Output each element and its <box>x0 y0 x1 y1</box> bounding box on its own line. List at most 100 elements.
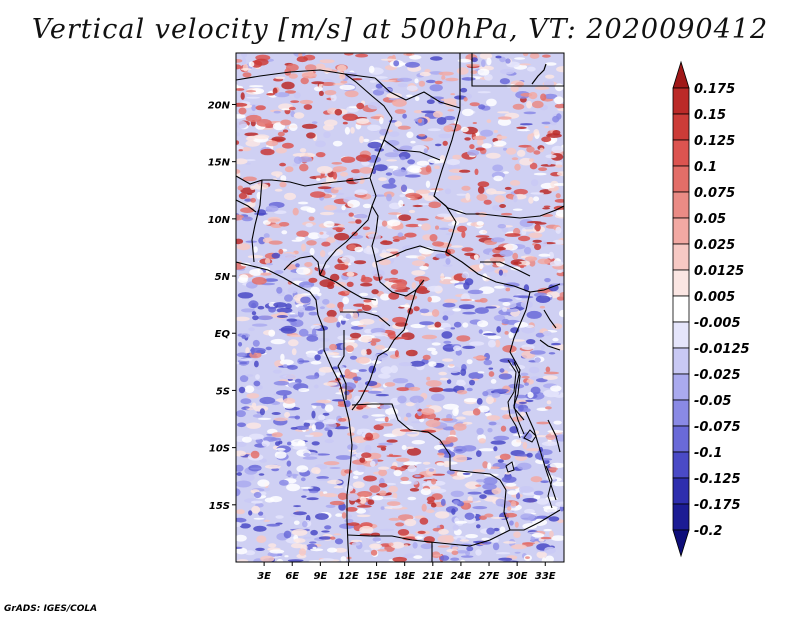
field-cell <box>362 203 372 209</box>
border <box>283 255 321 276</box>
field-cell <box>405 61 420 68</box>
border <box>480 261 531 277</box>
field-cell <box>505 58 511 64</box>
field-cell <box>505 482 517 487</box>
field-cell <box>367 402 381 408</box>
field-cell <box>462 345 476 349</box>
field-cell <box>396 77 413 82</box>
field-cell <box>359 533 373 536</box>
field-cell <box>304 434 314 438</box>
field-cell <box>510 500 517 507</box>
field-cell <box>355 53 369 58</box>
field-cell <box>543 205 551 208</box>
field-cell <box>486 527 495 535</box>
field-cell <box>527 392 534 399</box>
field-cell <box>483 477 498 486</box>
colorbar-label: -0.125 <box>694 472 741 487</box>
field-cell <box>545 74 555 79</box>
field-cell <box>485 152 501 159</box>
field-cell <box>553 420 562 425</box>
field-cell <box>476 193 488 201</box>
field-cell <box>285 473 299 477</box>
field-cell <box>462 421 473 425</box>
field-cell <box>379 116 384 125</box>
field-cell <box>276 390 292 396</box>
field-cell <box>556 296 564 301</box>
field-cell <box>445 436 458 443</box>
field-cell <box>499 78 510 85</box>
field-cell <box>420 543 434 550</box>
field-cell <box>272 87 278 95</box>
field-cell <box>453 423 467 431</box>
field-cell <box>250 346 255 355</box>
field-cell <box>428 468 435 472</box>
field-cell <box>476 398 483 405</box>
field-cell <box>444 298 458 304</box>
field-cell <box>457 58 472 63</box>
field-cell <box>394 109 407 114</box>
field-cell <box>392 556 407 562</box>
colorbar-segment <box>672 399 690 427</box>
field-cell <box>452 475 466 480</box>
field-cell <box>430 338 436 343</box>
field-cell <box>528 232 543 239</box>
field-cell <box>342 296 350 305</box>
field-cell <box>236 114 246 119</box>
field-cell <box>236 169 241 174</box>
field-cell <box>236 472 242 476</box>
field-cell <box>542 207 550 210</box>
field-cell <box>279 162 286 167</box>
field-cell <box>438 71 454 76</box>
field-cell <box>534 243 542 251</box>
field-cell <box>238 358 253 361</box>
field-cell <box>445 77 459 82</box>
field-cell <box>349 332 362 339</box>
colorbar-segment <box>672 347 690 375</box>
lon-tick-label: 21E <box>422 571 443 582</box>
field-cell <box>238 107 247 115</box>
field-cell <box>455 550 469 554</box>
field-cell <box>347 244 357 251</box>
field-cell <box>533 435 550 438</box>
colorbar: 0.175 0.15 0.125 0.1 0.075 0.05 0.025 0.0125 0.0… <box>672 60 750 558</box>
field-cell <box>447 175 463 181</box>
field-cell <box>339 73 346 80</box>
field-cell <box>303 536 312 539</box>
field-cell <box>543 459 550 464</box>
field-cell <box>248 300 259 309</box>
colorbar-label: -0.0125 <box>694 342 750 357</box>
field-cell <box>350 126 355 134</box>
field-cell <box>434 165 441 170</box>
field-cell <box>360 349 367 356</box>
field-cell <box>463 282 470 290</box>
field-cell <box>289 314 299 318</box>
colorbar-top-arrow <box>672 60 690 89</box>
field-cell <box>337 224 345 228</box>
field-cell <box>540 164 557 167</box>
field-cell <box>242 176 257 182</box>
field-cell <box>410 140 416 144</box>
field-cell <box>371 297 379 306</box>
field-cell <box>310 360 322 365</box>
field-cell <box>446 470 455 475</box>
field-cell <box>430 56 443 61</box>
field-cell <box>356 464 366 473</box>
field-cell <box>435 225 439 230</box>
field-cell <box>529 350 546 355</box>
field-cell <box>452 154 462 160</box>
field-cell <box>544 278 551 283</box>
field-cell <box>331 399 345 402</box>
field-cell <box>253 517 265 520</box>
field-cell <box>280 353 285 362</box>
field-cell <box>400 145 413 151</box>
field-cell <box>478 104 486 110</box>
field-cell <box>490 537 499 543</box>
field-cell <box>506 61 521 68</box>
field-cell <box>402 113 407 119</box>
field-cell <box>269 549 285 554</box>
field-cell <box>333 486 343 489</box>
field-cell <box>498 557 513 561</box>
field-cell <box>322 419 337 425</box>
border <box>369 177 379 263</box>
field-cell <box>244 132 259 137</box>
